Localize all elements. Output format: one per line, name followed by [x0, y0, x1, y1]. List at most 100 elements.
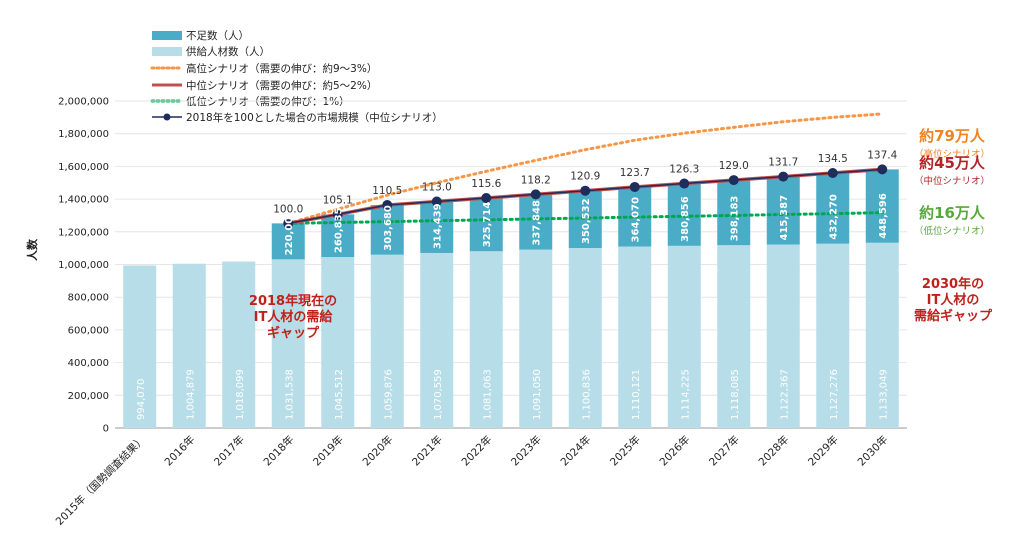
- bar-shortage: [766, 176, 800, 245]
- index-marker: [728, 175, 739, 186]
- index-marker: [332, 209, 343, 220]
- index-marker: [382, 200, 393, 211]
- annotation-mid-small: （中位シナリオ）: [914, 175, 990, 187]
- annotation-gap2030: 2030年の IT人材の 需給ギャップ: [914, 276, 993, 324]
- bar-shortage: [816, 173, 850, 244]
- index-label: 134.5: [818, 153, 848, 165]
- index-label: 100.0: [273, 203, 303, 215]
- legend-label-high: 高位シナリオ（需要の伸び：約9～3%）: [186, 62, 377, 75]
- bar-label-supply: 1,118,085: [730, 369, 741, 420]
- bar-supply: [766, 244, 800, 428]
- bar-shortage: [717, 180, 751, 246]
- bar-label-supply: 1,091,050: [532, 369, 543, 420]
- y-tick-label: 1,000,000: [58, 260, 109, 271]
- annotation-high: 約79万人 （高位シナリオ）: [914, 127, 990, 160]
- index-label: 105.1: [323, 194, 353, 206]
- index-label: 137.4: [867, 149, 897, 161]
- x-tick-label: 2026年: [657, 433, 693, 469]
- bar-label-supply: 1,114,225: [680, 369, 691, 420]
- legend: 不足数（人） 供給人材数（人） 高位シナリオ（需要の伸び：約9～3%） 中位シナ…: [150, 29, 443, 124]
- bar-label-supply: 1,031,538: [284, 369, 295, 420]
- legend-label-supply: 供給人材数（人）: [186, 45, 270, 58]
- y-tick-label: 1,200,000: [58, 227, 109, 238]
- annotation-gap2018: 2018年現在の IT人材の需給 ギャップ: [249, 293, 337, 341]
- bar-label-shortage: 303,680: [383, 205, 394, 251]
- bar-shortage: [469, 197, 503, 252]
- x-tick-label: 2017年: [211, 433, 247, 469]
- index-marker: [827, 168, 838, 179]
- line-low: [286, 211, 884, 225]
- gap2030-line3: 需給ギャップ: [914, 308, 993, 324]
- gap2018-line1: 2018年現在の: [249, 293, 337, 309]
- y-tick-label: 1,800,000: [58, 129, 109, 140]
- y-tick-label: 200,000: [68, 391, 109, 402]
- bar-label-supply: 1,004,879: [185, 369, 196, 420]
- bar-label-shortage: 220,000: [284, 210, 295, 256]
- bar-label-supply: 1,133,049: [878, 369, 889, 420]
- bar-supply: [717, 245, 751, 428]
- bar-supply: [618, 246, 652, 428]
- bar-shortage: [420, 201, 454, 253]
- x-tick-label: 2022年: [459, 433, 495, 469]
- y-tick-label: 400,000: [68, 358, 109, 369]
- bar-shortage: [568, 190, 602, 249]
- y-tick-label: 800,000: [68, 293, 109, 304]
- index-marker: [778, 171, 789, 182]
- legend-swatch-index-marker: [163, 113, 171, 121]
- x-tick-label: 2025年: [607, 433, 643, 469]
- bar-label-supply: 1,110,121: [631, 369, 642, 420]
- bar-label-supply: 1,070,559: [433, 369, 444, 420]
- x-tick-label: 2019年: [310, 433, 346, 469]
- y-tick-label: 0: [103, 424, 109, 435]
- bar-supply: [865, 242, 899, 428]
- y-tick-label: 2,000,000: [58, 97, 109, 108]
- index-label: 120.9: [570, 171, 600, 183]
- gap2030-line1: 2030年の: [922, 276, 984, 292]
- index-marker: [530, 189, 541, 200]
- x-tick-label: 2021年: [409, 433, 445, 469]
- index-label: 113.0: [422, 182, 452, 194]
- bar-shortage: [271, 223, 305, 260]
- bar-label-shortage: 432,270: [829, 194, 840, 240]
- bar-label-supply: 1,100,836: [581, 369, 592, 420]
- x-tick-label: 2020年: [360, 433, 396, 469]
- x-axis: 2015年（国勢調査結果） 2016年 2017年 2018年 2019年 2020年 20…: [53, 433, 890, 528]
- bar-label-shortage: 337,848: [532, 200, 543, 246]
- bar-label-supply: 1,059,876: [383, 369, 394, 420]
- bar-label-shortage: 364,070: [631, 197, 642, 243]
- x-tick-label: 2016年: [162, 433, 198, 469]
- bar-supply: [370, 254, 404, 428]
- bar-shortage: [370, 205, 404, 255]
- bar-supply: [420, 252, 454, 428]
- bar-label-shortage: 325,714: [482, 202, 493, 248]
- lines: [283, 112, 888, 229]
- annotation-mid-big: 約45万人: [919, 154, 986, 172]
- bar-supply: [568, 248, 602, 428]
- annotation-low-small: （低位シナリオ）: [914, 225, 990, 237]
- bar-supply: [469, 251, 503, 428]
- index-marker: [283, 218, 294, 229]
- bar-supply: [172, 263, 206, 428]
- bar-label-supply: 1,122,367: [779, 369, 790, 420]
- bar-supply: [123, 265, 157, 428]
- y-tick-label: 1,400,000: [58, 195, 109, 206]
- data-labels: 994,070 1,004,879 1,018,099 1,031,538 1,045,…: [136, 149, 898, 420]
- bar-label-shortage: 398,183: [730, 196, 741, 242]
- bar-shortage: [519, 194, 553, 250]
- bar-label-shortage: 448,596: [878, 193, 889, 239]
- bar-shortage: [865, 169, 899, 243]
- annotation-high-small: （高位シナリオ）: [914, 148, 990, 160]
- bar-supply: [321, 257, 355, 428]
- x-tick-label: 2030年: [855, 433, 891, 469]
- x-tick-label: 2027年: [706, 433, 742, 469]
- index-label: 126.3: [669, 164, 699, 176]
- bar-label-supply: 1,045,512: [334, 369, 345, 420]
- bar-label-supply: 1,018,099: [235, 369, 246, 420]
- x-tick-label: 2024年: [558, 433, 594, 469]
- gap2018-line3: ギャップ: [267, 325, 320, 341]
- x-tick-label: 2023年: [508, 433, 544, 469]
- bar-label-supply: 994,070: [136, 379, 147, 420]
- legend-label-index: 2018年を100とした場合の市場規模（中位シナリオ）: [186, 111, 443, 124]
- bar-shortage: [667, 183, 701, 246]
